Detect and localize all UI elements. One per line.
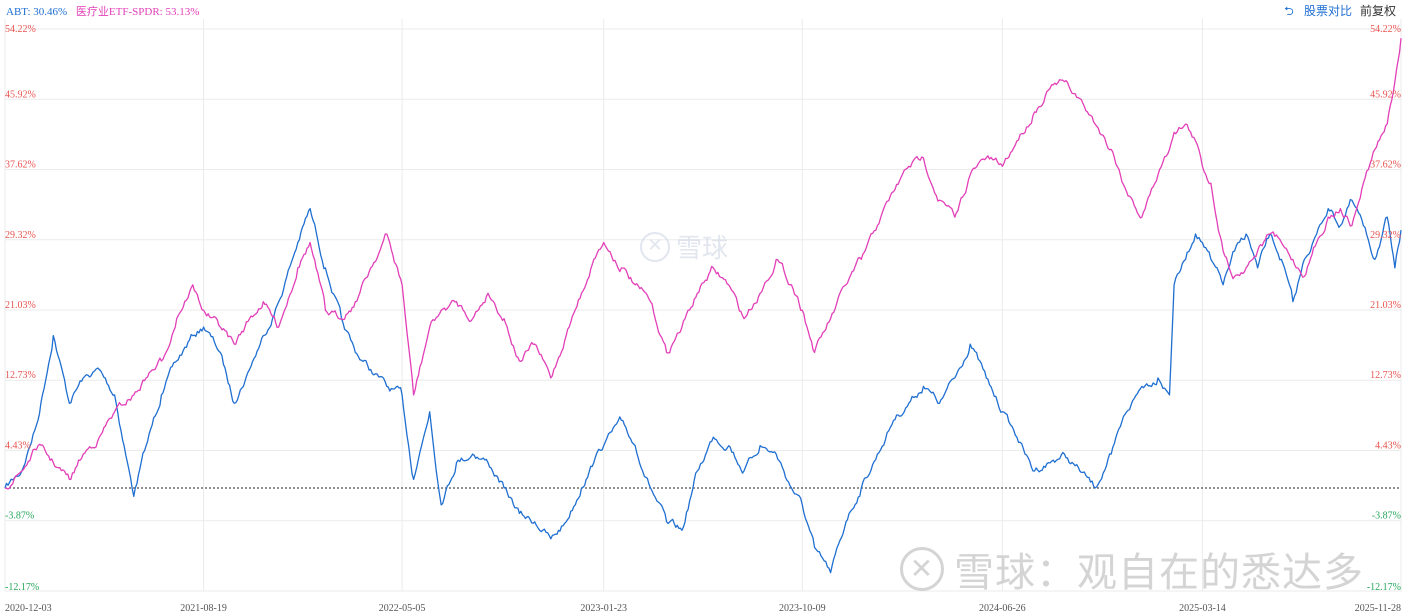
y-axis-right: 54.22% 45.92% 37.62% 29.32% 21.03% 12.73% 4.43… bbox=[1367, 24, 1401, 593]
legend-abt: ABT: 30.46% bbox=[6, 6, 68, 18]
series-line-health-etf bbox=[4, 38, 1402, 490]
y-tick-label-left: 29.32% bbox=[5, 230, 36, 241]
y-tick-label-right: 29.32% bbox=[1370, 230, 1401, 241]
y-tick-label-right: 54.22% bbox=[1370, 24, 1401, 35]
price-adjust-button[interactable]: 前复权 bbox=[1359, 4, 1396, 18]
watermark-center-text: 雪球 bbox=[676, 234, 729, 264]
chart-toolbar: ⮌ 股票对比 前复权 bbox=[1282, 2, 1396, 19]
y-tick-label-right: 21.03% bbox=[1370, 300, 1401, 311]
x-tick-label: 2024-06-26 bbox=[979, 603, 1026, 614]
y-tick-label-right: 12.73% bbox=[1370, 370, 1401, 381]
x-tick-label: 2023-01-23 bbox=[580, 603, 627, 614]
x-tick-label: 2020-12-03 bbox=[5, 603, 52, 614]
y-tick-label-left: 54.22% bbox=[5, 24, 36, 35]
y-tick-label-right: -12.17% bbox=[1367, 582, 1401, 593]
y-tick-label-left: 21.03% bbox=[5, 300, 36, 311]
y-tick-label-left: 45.92% bbox=[5, 89, 36, 100]
x-tick-label: 2025-11-28 bbox=[1355, 603, 1401, 614]
y-tick-label-right: -3.87% bbox=[1372, 511, 1401, 522]
chart-legend: ABT: 30.46% 医疗业ETF-SPDR: 53.13% bbox=[6, 3, 199, 19]
xueqiu-logo-large-icon: ✕ bbox=[900, 547, 944, 591]
y-tick-label-left: -3.87% bbox=[5, 511, 34, 522]
x-axis: 2020-12-03 2021-08-19 2022-05-05 2023-01-23… bbox=[5, 603, 1401, 614]
y-tick-label-right: 45.92% bbox=[1370, 89, 1401, 100]
y-tick-label-left: 37.62% bbox=[5, 160, 36, 171]
watermark-corner: ✕ 雪球：观自在的悉达多 bbox=[900, 540, 1364, 598]
x-tick-label: 2022-05-05 bbox=[379, 603, 426, 614]
watermark-center: ✕ 雪球 bbox=[640, 228, 728, 265]
y-tick-label-left: -12.17% bbox=[5, 582, 39, 593]
chart-grid bbox=[4, 19, 1402, 592]
x-tick-label: 2025-03-14 bbox=[1179, 603, 1226, 614]
watermark-corner-text: 雪球：观自在的悉达多 bbox=[954, 550, 1364, 596]
y-axis-left: 54.22% 45.92% 37.62% 29.32% 21.03% 12.73% 4.43… bbox=[5, 24, 39, 593]
stock-compare-button[interactable]: 股票对比 bbox=[1303, 4, 1352, 18]
y-tick-label-right: 37.62% bbox=[1370, 160, 1401, 171]
y-tick-label-right: 4.43% bbox=[1375, 440, 1401, 451]
xueqiu-logo-icon: ✕ bbox=[640, 231, 670, 262]
y-tick-label-left: 12.73% bbox=[5, 370, 36, 381]
series-line-abt bbox=[4, 198, 1402, 574]
x-tick-label: 2021-08-19 bbox=[180, 603, 227, 614]
x-tick-label: 2023-10-09 bbox=[779, 603, 826, 614]
undo-arrow-icon[interactable]: ⮌ bbox=[1284, 3, 1294, 18]
y-tick-label-left: 4.43% bbox=[5, 440, 31, 451]
series-lines bbox=[4, 38, 1402, 574]
legend-health-etf: 医疗业ETF-SPDR: 53.13% bbox=[75, 6, 200, 18]
